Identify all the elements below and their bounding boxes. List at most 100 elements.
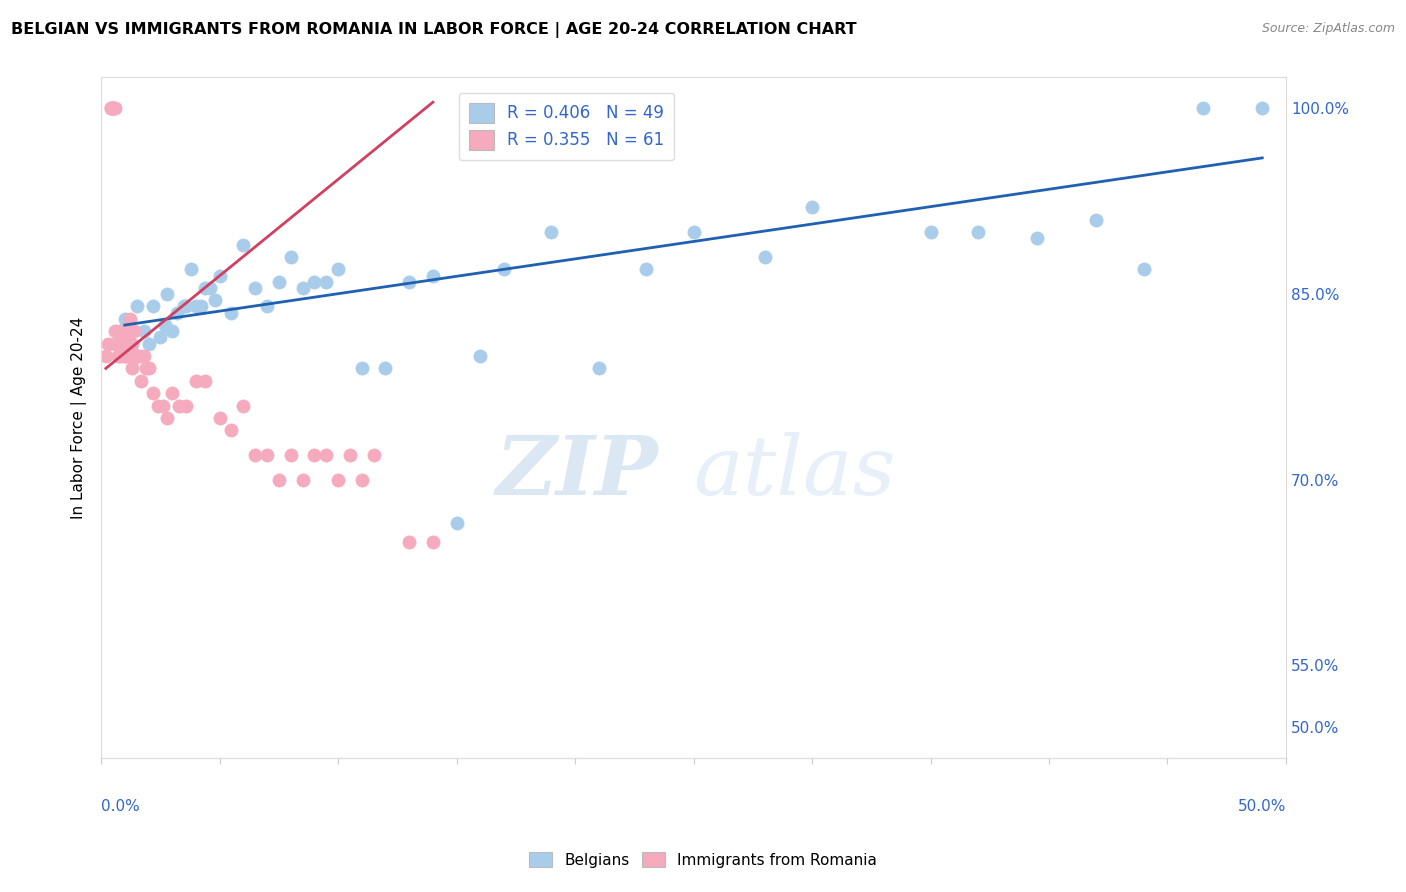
Point [326,473,349,487]
Text: atlas: atlas [693,433,896,512]
Point [446,516,468,530]
Point [131,374,153,388]
Point [124,324,146,338]
Point [132,324,155,338]
Point [291,473,314,487]
Point [682,225,704,239]
Point [339,448,361,462]
Point [1085,212,1108,227]
Point [350,361,373,376]
Point [374,361,396,376]
Point [280,448,302,462]
Point [326,262,349,277]
Point [180,262,202,277]
Point [138,336,160,351]
Point [118,311,141,326]
Point [267,275,290,289]
Point [636,262,658,277]
Point [125,349,148,363]
Text: Source: ZipAtlas.com: Source: ZipAtlas.com [1261,22,1395,36]
Point [152,399,174,413]
Point [304,448,326,462]
Point [121,336,143,351]
Point [198,281,221,295]
Point [492,262,515,277]
Point [124,349,146,363]
Text: BELGIAN VS IMMIGRANTS FROM ROMANIA IN LABOR FORCE | AGE 20-24 CORRELATION CHART: BELGIAN VS IMMIGRANTS FROM ROMANIA IN LA… [11,22,856,38]
Point [101,102,124,116]
Point [108,349,131,363]
Point [118,336,141,351]
Point [107,336,129,351]
Point [176,300,198,314]
Point [128,349,150,363]
Point [232,399,254,413]
Point [111,324,134,338]
Point [190,300,212,314]
Point [156,410,179,425]
Point [304,275,326,289]
Point [398,534,420,549]
Point [363,448,385,462]
Point [153,318,176,332]
Point [422,534,444,549]
Legend: R = 0.406   N = 49, R = 0.355   N = 61: R = 0.406 N = 49, R = 0.355 N = 61 [458,93,675,160]
Point [470,349,492,363]
Point [146,399,169,413]
Point [350,473,373,487]
Point [208,268,231,283]
Point [114,349,136,363]
Text: 0.0%: 0.0% [101,799,139,814]
Point [104,102,127,116]
Text: ZIP: ZIP [495,433,658,512]
Point [108,336,131,351]
Point [801,201,824,215]
Point [160,386,183,401]
Text: 50.0%: 50.0% [1237,799,1286,814]
Point [149,330,172,344]
Point [94,349,117,363]
Point [138,361,160,376]
Point [315,448,337,462]
Point [142,300,165,314]
Point [101,102,124,116]
Point [194,374,217,388]
Point [1251,102,1274,116]
Point [184,374,207,388]
Point [114,311,136,326]
Point [315,275,337,289]
Point [588,361,610,376]
Legend: Belgians, Immigrants from Romania: Belgians, Immigrants from Romania [523,846,883,873]
Point [100,102,122,116]
Point [142,386,165,401]
Point [194,281,217,295]
Point [221,306,243,320]
Point [100,102,122,116]
Point [208,410,231,425]
Point [97,336,120,351]
Point [108,324,131,338]
Point [967,225,990,239]
Point [114,349,136,363]
Point [125,349,148,363]
Point [115,336,138,351]
Point [256,448,278,462]
Y-axis label: In Labor Force | Age 20-24: In Labor Force | Age 20-24 [72,317,87,519]
Point [540,225,562,239]
Point [267,473,290,487]
Point [291,281,314,295]
Point [107,336,129,351]
Point [176,399,198,413]
Point [135,361,157,376]
Point [243,448,266,462]
Point [221,423,243,437]
Point [114,324,136,338]
Point [754,250,776,264]
Point [1132,262,1154,277]
Point [169,399,191,413]
Point [173,300,195,314]
Point [101,102,124,116]
Point [107,349,129,363]
Point [104,336,127,351]
Point [125,300,148,314]
